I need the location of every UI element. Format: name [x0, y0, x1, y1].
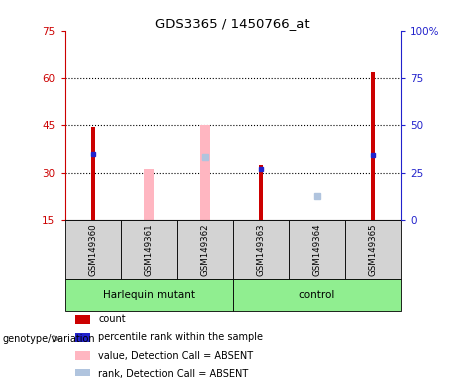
Text: GSM149361: GSM149361 — [144, 223, 153, 276]
Bar — [371, 72, 375, 220]
Bar — [315, 220, 319, 221]
Text: GSM149364: GSM149364 — [313, 223, 321, 276]
Text: rank, Detection Call = ABSENT: rank, Detection Call = ABSENT — [98, 369, 248, 379]
Text: value, Detection Call = ABSENT: value, Detection Call = ABSENT — [98, 351, 253, 361]
Text: genotype/variation: genotype/variation — [2, 334, 95, 344]
Bar — [65, 279, 233, 311]
Bar — [91, 127, 95, 220]
Bar — [233, 279, 401, 311]
Bar — [121, 220, 177, 279]
Title: GDS3365 / 1450766_at: GDS3365 / 1450766_at — [155, 17, 310, 30]
Bar — [65, 220, 121, 279]
Text: control: control — [299, 290, 335, 300]
Bar — [289, 220, 345, 279]
Text: GSM149360: GSM149360 — [88, 223, 97, 276]
Bar — [259, 165, 263, 220]
Text: GSM149365: GSM149365 — [368, 223, 378, 276]
Bar — [75, 369, 90, 378]
Text: count: count — [98, 314, 126, 324]
Bar — [75, 333, 90, 342]
Text: GSM149363: GSM149363 — [256, 223, 266, 276]
Bar — [144, 169, 154, 220]
Bar — [75, 351, 90, 360]
Bar — [233, 220, 289, 279]
Text: percentile rank within the sample: percentile rank within the sample — [98, 332, 263, 342]
Text: Harlequin mutant: Harlequin mutant — [103, 290, 195, 300]
Text: GSM149362: GSM149362 — [200, 223, 209, 276]
Bar — [345, 220, 401, 279]
Bar — [177, 220, 233, 279]
Bar — [200, 125, 210, 220]
Bar — [75, 314, 90, 324]
